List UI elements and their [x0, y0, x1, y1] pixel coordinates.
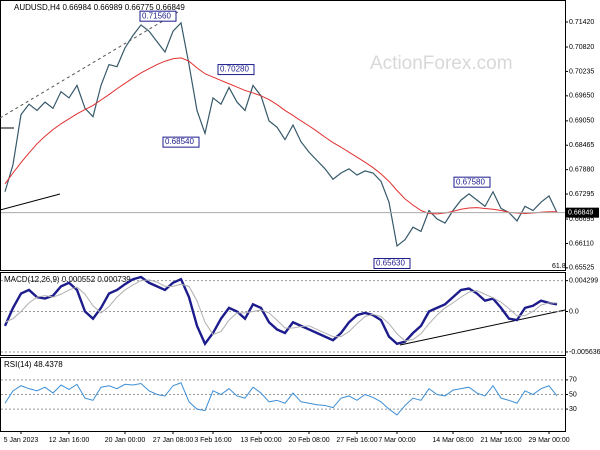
x-tick-label: 3 Feb 16:00: [194, 437, 231, 444]
macd-panel: [0, 272, 566, 356]
x-tick-label: 7 Mar 00:00: [378, 437, 415, 444]
x-tick-label: 13 Feb 00:00: [240, 437, 281, 444]
level-box: [373, 257, 411, 269]
watermark: ActionForex.com: [370, 53, 513, 74]
x-tick-label: 12 Jan 16:00: [49, 437, 90, 444]
series-line: [3, 275, 558, 347]
level-label: 0.68540: [165, 137, 194, 146]
last-price-label: 0.66849: [568, 209, 593, 216]
y-tick-label: 0.70820: [569, 44, 594, 51]
y-tick-label: 0.69050: [569, 118, 594, 125]
y-tick-label: 0.67880: [569, 166, 594, 173]
y-tick-label: 0.0: [569, 308, 579, 315]
level-box: [453, 176, 491, 188]
x-tick-label: 29 Mar 00:00: [528, 437, 569, 444]
y-tick-label: 30: [569, 406, 577, 413]
level-box: [217, 64, 255, 76]
y-tick-label: 0.66110: [569, 240, 594, 247]
level-label: 0.67580: [456, 177, 485, 186]
x-tick-label: 27 Feb 16:00: [336, 437, 377, 444]
series-line: [4, 279, 557, 342]
price-panel: [0, 0, 566, 271]
x-tick-label: 21 Mar 16:00: [480, 437, 521, 444]
price-title: AUDUSD,H4 0.66984 0.66989 0.66775 0.6684…: [14, 3, 185, 12]
series-line: [4, 382, 558, 416]
y-tick-label: 50: [569, 391, 577, 398]
x-tick-label: 20 Jan 00:00: [105, 437, 146, 444]
series-line: [4, 21, 558, 248]
level-label: 0.65630: [376, 259, 405, 268]
level-label: 0.70280: [220, 65, 249, 74]
channel-line: [0, 11, 179, 119]
y-tick-label: 0.66695: [569, 216, 594, 223]
y-tick-label: 70: [569, 377, 577, 384]
level-box: [139, 10, 177, 22]
level-label: 0.71560: [142, 11, 171, 20]
y-tick-label: 0.69650: [569, 93, 594, 100]
x-tick-label: 14 Mar 08:00: [432, 437, 473, 444]
y-tick-label: 0.70235: [569, 68, 594, 75]
trend-line: [0, 193, 61, 211]
macd-trend-line: [399, 309, 566, 346]
y-tick-label: 0.004299: [569, 277, 598, 284]
macd-title: MACD(12,26,9) 0.000552 0.000739: [4, 275, 131, 284]
x-tick-label: 27 Jan 08:00: [153, 437, 194, 444]
y-tick-label: -0.005636: [569, 349, 600, 356]
x-tick-label: 5 Jan 2023: [4, 437, 39, 444]
series-line: [4, 57, 557, 215]
y-tick-label: 0.68465: [569, 142, 594, 149]
y-tick-label: 0.67295: [569, 191, 594, 198]
last-price-box: [565, 207, 599, 218]
level-box: [162, 136, 200, 148]
y-tick-label: 0.65525: [569, 265, 594, 272]
fib-label: 61.8: [552, 263, 566, 270]
y-tick-label: 0.71420: [569, 19, 594, 26]
x-tick-label: 20 Feb 08:00: [288, 437, 329, 444]
rsi-title: RSI(14) 48.4378: [4, 360, 63, 369]
